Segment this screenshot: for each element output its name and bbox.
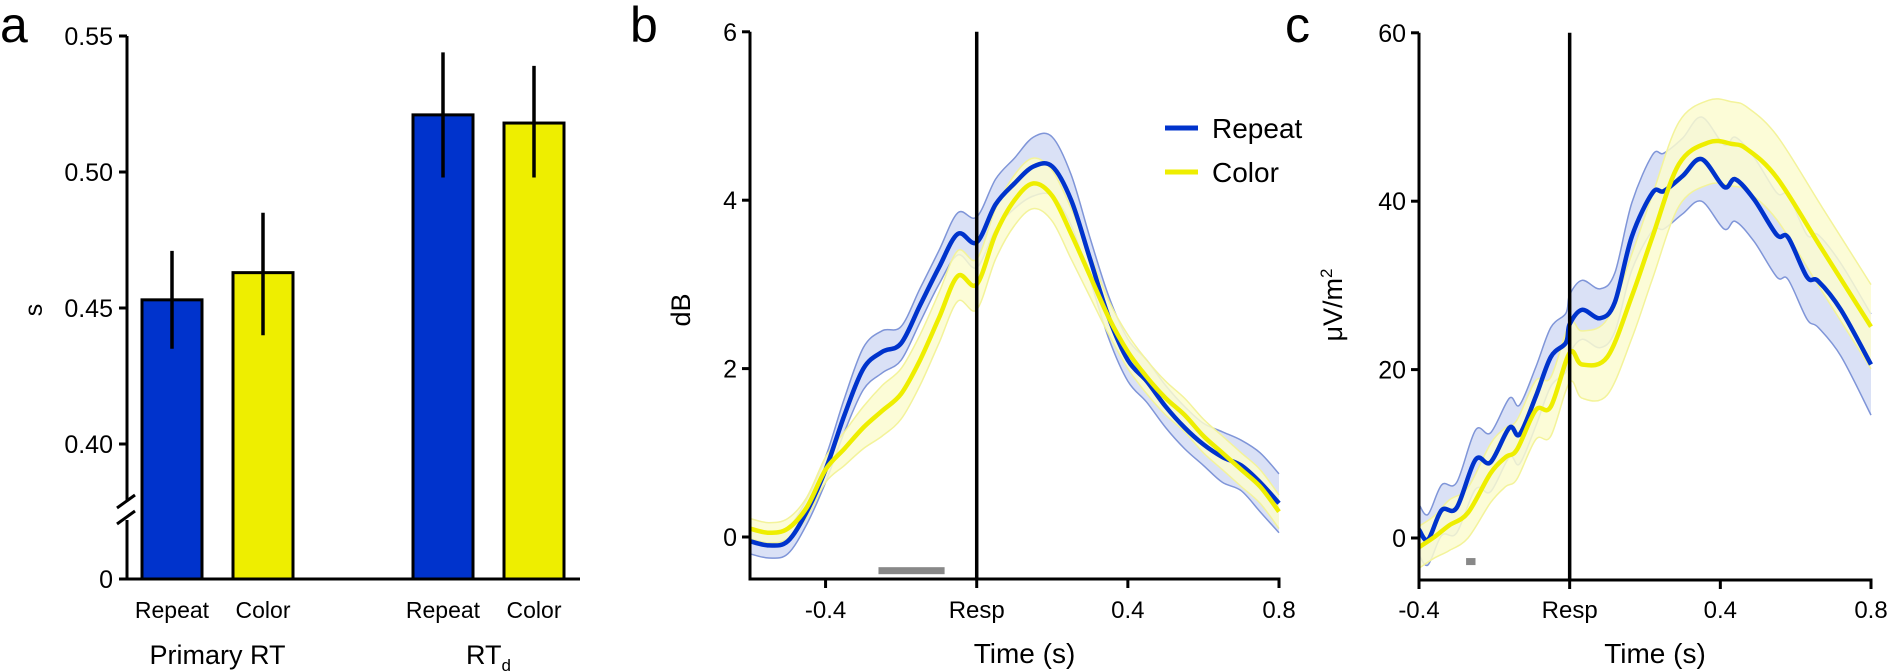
x-tick-label: Resp: [1542, 597, 1598, 624]
y-axis-label: s: [20, 304, 48, 317]
legend-label: Color: [1212, 157, 1279, 188]
y-tick-label: 4: [723, 187, 737, 215]
y-tick-label: 0.55: [64, 23, 113, 51]
x-tick-label: Color: [236, 597, 291, 623]
y-axis-label: dB: [666, 293, 696, 326]
y-tick-label: 40: [1378, 188, 1406, 216]
bar-repeat: [411, 113, 475, 581]
group-label: RTd: [466, 640, 511, 672]
y-tick-label: 2: [723, 356, 737, 384]
group-label: Primary RT: [149, 640, 285, 670]
y-tick-label: 6: [723, 19, 737, 47]
y-axis-label: μV/m2: [1317, 268, 1348, 341]
series-line-color: [1417, 138, 1873, 550]
group-label-subscript: d: [502, 656, 511, 672]
x-tick-label: Repeat: [406, 597, 481, 623]
y-tick-label: 60: [1378, 20, 1406, 48]
x-tick-label: 0.4: [1111, 597, 1144, 624]
x-tick-label: Color: [507, 597, 562, 623]
x-tick-label: -0.4: [805, 597, 846, 624]
x-tick-label: Repeat: [135, 597, 210, 623]
confidence-band-repeat: [1419, 116, 1871, 566]
confidence-band-color: [750, 158, 1279, 543]
legend-label: Repeat: [1212, 113, 1303, 144]
panel-label-a: a: [0, 0, 28, 53]
y-tick-label: 0.50: [64, 159, 113, 187]
x-axis-label: Time (s): [974, 638, 1076, 669]
band-edge-upper: [749, 157, 1280, 524]
band-edge-lower: [749, 207, 1280, 544]
x-tick-label: -0.4: [1398, 597, 1439, 624]
series-line-color: [749, 181, 1281, 536]
x-tick-label: 0.8: [1262, 597, 1295, 624]
panel-c-line-chart: 0 20 40 60 -0.4 Resp 0.4 0.8 Time (s) μV/m2: [1317, 20, 1888, 669]
significance-bar: [1466, 558, 1476, 566]
axis-break-mark: [116, 493, 136, 510]
y-tick-label: 0.45: [64, 295, 113, 323]
axis-break-mark: [116, 509, 136, 526]
band-edge-lower: [749, 192, 1280, 559]
confidence-band-color: [1419, 98, 1871, 569]
y-tick-label: 0.40: [64, 431, 113, 459]
bar-color: [502, 121, 566, 581]
y-tick-label: 0: [1392, 525, 1406, 553]
x-tick-label: Resp: [949, 597, 1005, 624]
series-line-repeat: [749, 161, 1281, 548]
x-tick-label: 0.4: [1704, 597, 1737, 624]
band-edge-upper: [1418, 98, 1872, 527]
y-axis-label-superscript: 2: [1317, 268, 1336, 277]
x-tick-label: 0.8: [1854, 597, 1887, 624]
panel-label-c: c: [1285, 0, 1310, 53]
series-line-repeat: [1417, 156, 1873, 543]
panel-label-b: b: [630, 0, 658, 53]
y-tick-label: 0: [99, 566, 113, 594]
panel-a-bar-chart: 0 0.40 0.45 0.50 0.55 s Repeat Color Primary RT R…: [20, 23, 580, 672]
panel-b-line-chart: 0 2 4 6 -0.4 Resp 0.4 0.8 Time (s) dB Repeat Color: [666, 19, 1303, 669]
x-axis-label: Time (s): [1604, 638, 1706, 669]
significance-bar: [878, 567, 945, 575]
y-tick-label: 20: [1378, 357, 1406, 385]
y-tick-label: 0: [723, 524, 737, 552]
